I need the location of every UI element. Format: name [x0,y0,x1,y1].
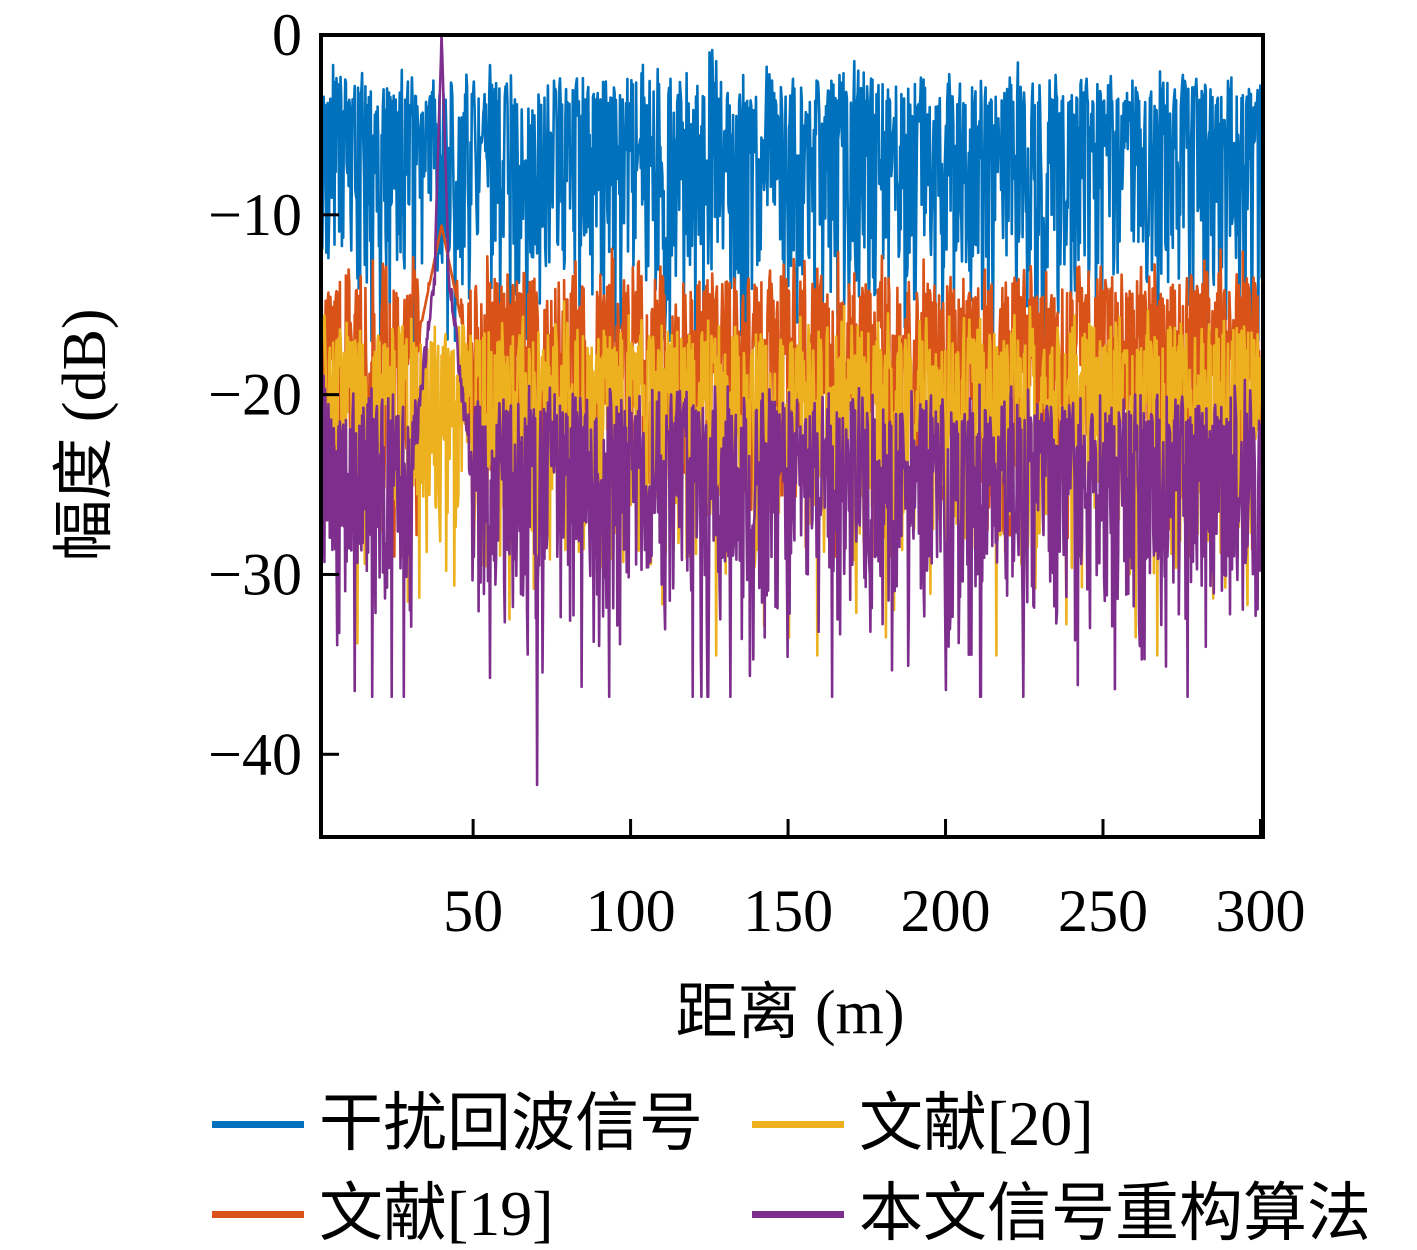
legend-line-sample-ref20 [752,1120,844,1128]
legend-item-proposed: 本文信号重构算法 [752,1181,1371,1247]
x-tick-label: 300 [1215,878,1305,944]
legend-item-interference: 干扰回波信号 [212,1091,703,1157]
x-axis-title: 距离 (m) [675,979,905,1047]
x-tick-label: 100 [586,878,676,944]
legend-label-ref20: 文献[20] [859,1088,1094,1159]
plot-border [319,33,1265,839]
x-tick-label: 200 [901,878,991,944]
series-line-0 [321,48,1263,343]
legend-label-interference: 干扰回波信号 [319,1088,703,1159]
x-tick-label: 150 [743,878,833,944]
y-axis-title: 幅度 (dB) [51,308,119,562]
y-tick-label: −20 [208,362,302,428]
x-tick-label: 50 [443,878,503,944]
legend-line-sample-interference [212,1120,304,1128]
y-tick-label: −10 [208,182,302,248]
y-tick-label: −30 [208,541,302,607]
legend-line-sample-ref19 [212,1210,304,1218]
x-tick-label: 250 [1058,878,1148,944]
series-line-2 [321,300,1263,657]
legend-item-ref20: 文献[20] [752,1091,1094,1157]
legend-item-ref19: 文献[19] [212,1181,554,1247]
legend-label-proposed: 本文信号重构算法 [859,1178,1371,1249]
y-tick-label: 0 [272,2,302,68]
legend-line-sample-proposed [752,1210,844,1218]
series-line-3 [321,35,1263,787]
y-tick-label: −40 [208,721,302,787]
legend-label-ref19: 文献[19] [319,1178,554,1249]
